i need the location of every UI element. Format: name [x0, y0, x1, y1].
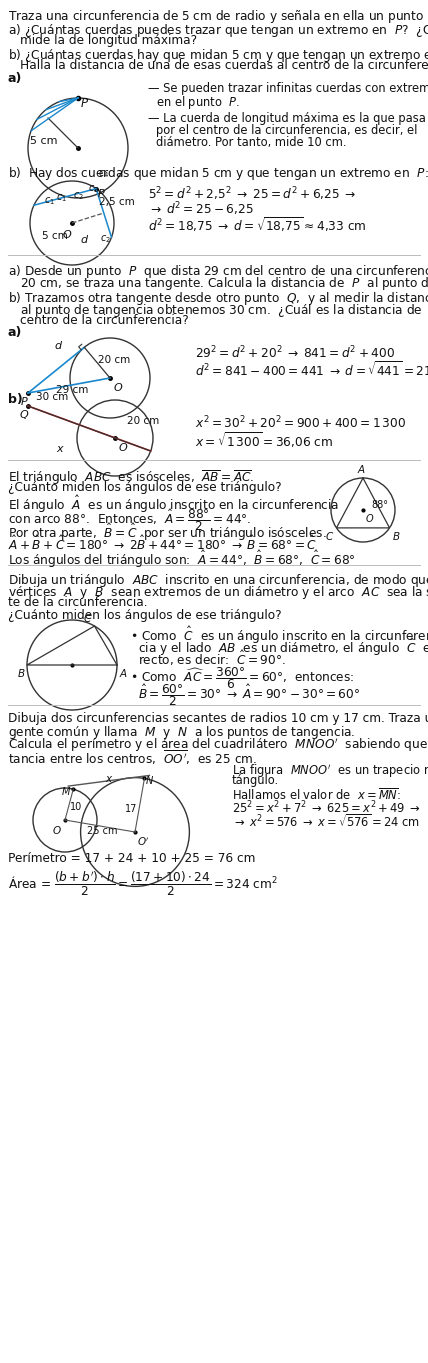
Text: $\rightarrow\; d^2 = 25 - 6{,}25$: $\rightarrow\; d^2 = 25 - 6{,}25$: [148, 200, 254, 218]
Text: Dibuja dos circunferencias secantes de radios 10 cm y 17 cm. Traza una tan-: Dibuja dos circunferencias secantes de r…: [8, 711, 428, 725]
Text: $\hat{A} + \hat{B} + \hat{C} = 180° \;\rightarrow\; 2\hat{B} + 44° = 180° \;\rig: $\hat{A} + \hat{B} + \hat{C} = 180° \;\r…: [8, 536, 317, 553]
Text: b)  Hay dos cuerdas que midan 5 cm y que tengan un extremo en  $P$:: b) Hay dos cuerdas que midan 5 cm y que …: [8, 165, 428, 183]
Text: centro de la circunferencia?: centro de la circunferencia?: [20, 313, 189, 327]
Text: mide la de longitud máxima?: mide la de longitud máxima?: [20, 34, 197, 46]
Text: $c_4$: $c_4$: [98, 168, 109, 180]
Text: b): b): [8, 393, 23, 406]
Text: 10: 10: [70, 801, 82, 812]
Text: El ángulo  $\hat{A}$  es un ángulo inscrito en la circunferencia: El ángulo $\hat{A}$ es un ángulo inscrit…: [8, 493, 339, 515]
Text: Halla la distancia de una de esas cuerdas al centro de la circunferencia.: Halla la distancia de una de esas cuerda…: [20, 59, 428, 72]
Text: 20 cm: 20 cm: [127, 416, 159, 427]
Text: 88°: 88°: [371, 500, 388, 510]
Text: $P$: $P$: [80, 97, 89, 110]
Text: $P$: $P$: [97, 187, 106, 199]
Text: $x$: $x$: [105, 774, 113, 784]
Text: a): a): [8, 72, 22, 85]
Text: $d^2 = 18{,}75 \;\rightarrow\; d = \sqrt{18{,}75} \approx 4{,}33 \text{ cm}$: $d^2 = 18{,}75 \;\rightarrow\; d = \sqrt…: [148, 215, 367, 234]
Text: tángulo.: tángulo.: [232, 774, 279, 786]
Text: gente común y llama  $M$  y  $N$  a los puntos de tangencia.: gente común y llama $M$ y $N$ a los punt…: [8, 724, 355, 741]
Text: $Q$: $Q$: [19, 408, 29, 421]
Text: $c_1$: $c_1$: [44, 195, 55, 207]
Text: Traza una circunferencia de 5 cm de radio y señala en ella un punto  $P$.: Traza una circunferencia de 5 cm de radi…: [8, 8, 428, 25]
Text: — Se pueden trazar infinitas cuerdas con extremo: — Se pueden trazar infinitas cuerdas con…: [148, 82, 428, 95]
Text: • Como  $\widehat{AC} = \dfrac{360°}{6} = 60°$,  entonces:: • Como $\widehat{AC} = \dfrac{360°}{6} =…: [130, 665, 354, 691]
Text: $c_1$: $c_1$: [56, 192, 67, 204]
Text: Calcula el perímetro y el área del cuadrilátero  $MNOO'$  sabiendo que la dis-: Calcula el perímetro y el área del cuadr…: [8, 737, 428, 755]
Text: $d$: $d$: [80, 233, 89, 245]
Text: b) ¿Cuántas cuerdas hay que midan 5 cm y que tengan un extremo en  $P$?: b) ¿Cuántas cuerdas hay que midan 5 cm y…: [8, 46, 428, 64]
Text: te de la circunferencia.: te de la circunferencia.: [8, 596, 148, 609]
Text: $x^2 = 30^2 + 20^2 = 900 + 400 = 1\,300$: $x^2 = 30^2 + 20^2 = 900 + 400 = 1\,300$: [195, 414, 406, 432]
Text: • Como  $\hat{C}$  es un ángulo inscrito en la circunferen-: • Como $\hat{C}$ es un ángulo inscrito e…: [130, 626, 428, 646]
Text: Dibuja un triángulo  $ABC$  inscrito en una circunferencia, de modo que los: Dibuja un triángulo $ABC$ inscrito en un…: [8, 572, 428, 589]
Text: 2,5 cm: 2,5 cm: [99, 196, 135, 207]
Text: $O'$: $O'$: [137, 836, 150, 848]
Text: 29 cm: 29 cm: [56, 384, 88, 395]
Text: $O$: $O$: [365, 512, 374, 523]
Text: $P$: $P$: [20, 395, 29, 408]
Text: 20 cm, se traza una tangente. Calcula la distancia de  $P$  al punto de tangenci: 20 cm, se traza una tangente. Calcula la…: [20, 275, 428, 292]
Text: $29^2 = d^2 + 20^2 \;\rightarrow\; 841 = d^2 + 400$: $29^2 = d^2 + 20^2 \;\rightarrow\; 841 =…: [195, 345, 395, 361]
Text: vértices  $A$  y  $B$  sean extremos de un diámetro y el arco  $AC$  sea la sext: vértices $A$ y $B$ sean extremos de un d…: [8, 583, 428, 601]
Text: en el punto  $P$.: en el punto $P$.: [156, 94, 240, 110]
Text: $O$: $O$: [52, 825, 62, 836]
Text: $5^2 = d^2 + 2{,}5^2 \;\rightarrow\; 25 = d^2 + 6{,}25 \;\rightarrow$: $5^2 = d^2 + 2{,}5^2 \;\rightarrow\; 25 …: [148, 185, 356, 203]
Text: $O$: $O$: [118, 442, 128, 453]
Text: 5 cm: 5 cm: [42, 230, 68, 241]
Text: a): a): [8, 326, 22, 339]
Text: $d^2 = 841 - 400 = 441 \;\rightarrow\; d = \sqrt{441} = 21 \text{ cm}$: $d^2 = 841 - 400 = 441 \;\rightarrow\; d…: [195, 360, 428, 379]
Text: $N$: $N$: [146, 774, 155, 786]
Text: ¿Cuánto miden los ángulos de ese triángulo?: ¿Cuánto miden los ángulos de ese triángu…: [8, 609, 282, 622]
Text: Perímetro = 17 + 24 + 10 + 25 = 76 cm: Perímetro = 17 + 24 + 10 + 25 = 76 cm: [8, 852, 256, 866]
Text: La figura  $MNOO'$  es un trapecio rec-: La figura $MNOO'$ es un trapecio rec-: [232, 762, 428, 780]
Text: ¿Cuánto miden los ángulos de ese triángulo?: ¿Cuánto miden los ángulos de ese triángu…: [8, 481, 282, 493]
Text: con arco 88°.  Entonces,  $\hat{A} = \dfrac{88°}{2} = 44°$.: con arco 88°. Entonces, $\hat{A} = \dfra…: [8, 507, 251, 533]
Text: $C$: $C$: [325, 530, 334, 542]
Text: tancia entre los centros,  $\overline{OO'}$,  es 25 cm.: tancia entre los centros, $\overline{OO'…: [8, 750, 257, 767]
Text: $\hat{B} = \dfrac{60°}{2} = 30° \;\rightarrow\; \hat{A} = 90° - 30° = 60°$: $\hat{B} = \dfrac{60°}{2} = 30° \;\right…: [138, 682, 360, 707]
Text: 30 cm: 30 cm: [36, 393, 68, 402]
Text: diámetro. Por tanto, mide 10 cm.: diámetro. Por tanto, mide 10 cm.: [156, 136, 347, 149]
Text: $\rightarrow\; x^2 = 576 \;\rightarrow\; x = \sqrt{576} = 24 \text{ cm}$: $\rightarrow\; x^2 = 576 \;\rightarrow\;…: [232, 812, 420, 830]
Text: cia y el lado  $AB$  es un diámetro, el ángulo  $\hat{C}$  es: cia y el lado $AB$ es un diámetro, el án…: [138, 637, 428, 658]
Text: $A$: $A$: [357, 463, 366, 474]
Text: $C$: $C$: [83, 612, 92, 624]
Text: $c_2$: $c_2$: [100, 233, 111, 245]
Text: El triángulo  $ABC$  es isósceles,  $\overline{AB} = \overline{AC}$.: El triángulo $ABC$ es isósceles, $\overl…: [8, 468, 254, 487]
Text: por el centro de la circunferencia, es decir, el: por el centro de la circunferencia, es d…: [156, 124, 417, 138]
Text: $A$: $A$: [119, 667, 128, 679]
Text: Los ángulos del triángulo son:  $\hat{A} = 44°$,  $\hat{B} = 68°$,  $\hat{C} = 6: Los ángulos del triángulo son: $\hat{A} …: [8, 549, 356, 570]
Text: Área = $\dfrac{(b+b') \cdot h}{2} = \dfrac{(17+10) \cdot 24}{2} = 324 \text{ cm}: Área = $\dfrac{(b+b') \cdot h}{2} = \dfr…: [8, 870, 278, 898]
Text: recto, es decir:  $\hat{C} = 90°$.: recto, es decir: $\hat{C} = 90°$.: [138, 649, 286, 668]
Text: $O$: $O$: [62, 228, 72, 240]
Text: $B$: $B$: [392, 530, 400, 542]
Text: Por otra parte,  $\hat{B} = \hat{C}$  por ser un triángulo isósceles.: Por otra parte, $\hat{B} = \hat{C}$ por …: [8, 522, 327, 542]
Text: $B$: $B$: [17, 667, 25, 679]
Text: $O$: $O$: [113, 382, 123, 393]
Text: b) Trazamos otra tangente desde otro punto  $Q$,  y al medir la distancia de  $Q: b) Trazamos otra tangente desde otro pun…: [8, 290, 428, 307]
Text: a) Desde un punto  $P$  que dista 29 cm del centro de una circunferencia de radi: a) Desde un punto $P$ que dista 29 cm de…: [8, 263, 428, 279]
Text: Hallamos el valor de  $x = \overline{MN}$:: Hallamos el valor de $x = \overline{MN}$…: [232, 786, 401, 803]
Text: 5 cm: 5 cm: [30, 136, 57, 146]
Text: $c_3$: $c_3$: [88, 183, 99, 195]
Text: $25^2 = x^2 + 7^2 \;\rightarrow\; 625 = x^2 + 49 \;\rightarrow$: $25^2 = x^2 + 7^2 \;\rightarrow\; 625 = …: [232, 800, 421, 816]
Text: 17: 17: [125, 804, 137, 814]
Text: $c_2$: $c_2$: [73, 189, 84, 202]
Text: $x$: $x$: [56, 444, 65, 454]
Text: al punto de tangencia obtenemos 30 cm.  ¿Cuál es la distancia de  $Q$  al: al punto de tangencia obtenemos 30 cm. ¿…: [20, 303, 428, 319]
Text: — La cuerda de longitud máxima es la que pasa: — La cuerda de longitud máxima es la que…: [148, 112, 426, 125]
Text: $M$: $M$: [61, 785, 71, 797]
Text: $x = \sqrt{1\,300} = 36{,}06 \text{ cm}$: $x = \sqrt{1\,300} = 36{,}06 \text{ cm}$: [195, 429, 333, 450]
Text: 20 cm: 20 cm: [98, 356, 130, 365]
Text: 25 cm: 25 cm: [87, 826, 118, 836]
Text: $d$: $d$: [54, 339, 63, 352]
Text: a) ¿Cuántas cuerdas puedes trazar que tengan un extremo en  $P$?  ¿Cuánto: a) ¿Cuántas cuerdas puedes trazar que te…: [8, 22, 428, 40]
